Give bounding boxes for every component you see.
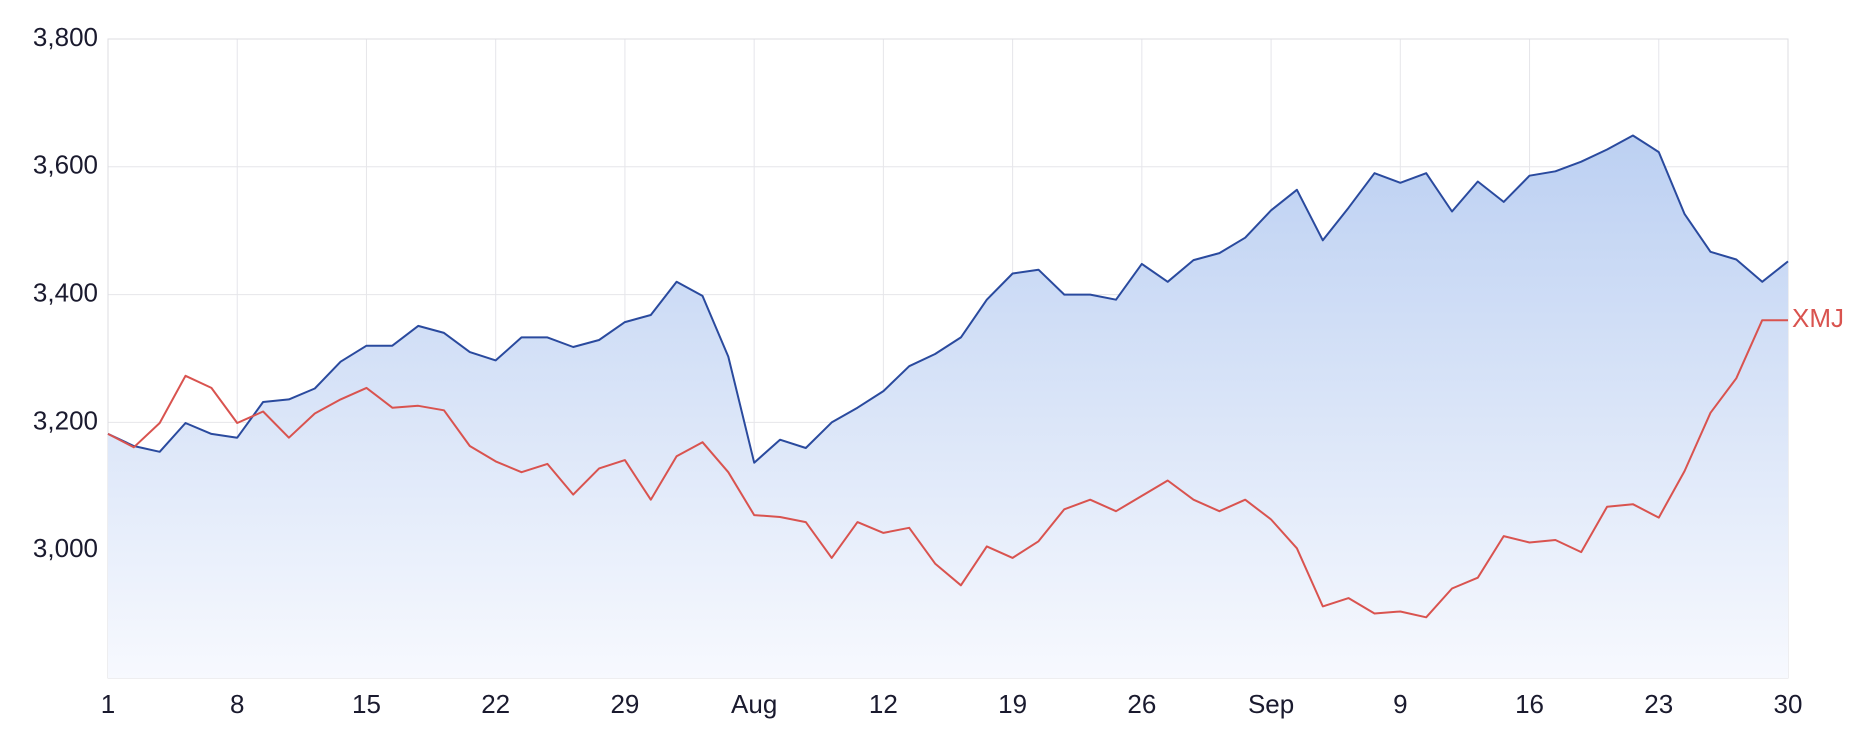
y-tick-label: 3,400 — [33, 277, 98, 307]
x-tick-label: 9 — [1393, 689, 1407, 719]
x-tick-label: 19 — [998, 689, 1027, 719]
y-tick-label: 3,800 — [33, 22, 98, 52]
x-tick-label: 1 — [101, 689, 115, 719]
y-tick-label: 3,200 — [33, 405, 98, 435]
x-tick-label: 30 — [1774, 689, 1803, 719]
x-tick-label: 23 — [1644, 689, 1673, 719]
y-tick-label: 3,600 — [33, 150, 98, 180]
x-tick-label: Aug — [731, 689, 777, 719]
x-tick-label: 26 — [1127, 689, 1156, 719]
line — [107, 134, 1789, 464]
series-label: XMJ — [1792, 303, 1844, 333]
x-tick-label: 8 — [230, 689, 244, 719]
x-tick-label: 12 — [869, 689, 898, 719]
line — [107, 319, 1788, 619]
x-tick-label: 29 — [610, 689, 639, 719]
y-tick-label: 3,000 — [33, 533, 98, 563]
x-tick-label: Sep — [1248, 689, 1294, 719]
x-tick-label: 22 — [481, 689, 510, 719]
x-tick-label: 16 — [1515, 689, 1544, 719]
area — [108, 135, 1788, 678]
x-tick-label: 15 — [352, 689, 381, 719]
